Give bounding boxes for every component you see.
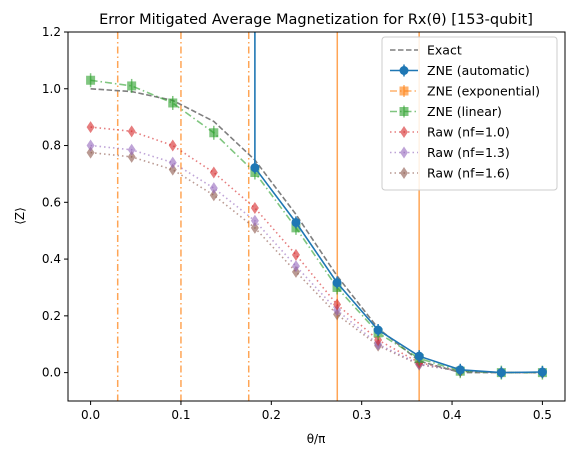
raw-series-line <box>90 144 543 374</box>
legend-label: ZNE (exponential) <box>427 84 540 99</box>
legend-marker <box>400 167 408 179</box>
x-tick-label: 0.4 <box>442 408 461 422</box>
raw-data-point <box>86 139 95 152</box>
x-tick-label: 0.0 <box>81 408 100 422</box>
automatic-data-point <box>291 217 301 227</box>
legend-label: ZNE (linear) <box>427 104 502 119</box>
y-tick-label: 0.4 <box>42 252 61 266</box>
legend: Exact ZNE (automatic) ZNE (exponential) ZNE… <box>381 36 558 191</box>
x-tick-label: 0.5 <box>533 408 552 422</box>
linear-data-point <box>168 98 178 108</box>
legend-box <box>381 36 558 191</box>
automatic-data-point <box>250 163 260 173</box>
x-tick-label: 0.2 <box>262 408 281 422</box>
raw-data-point <box>168 156 177 169</box>
raw-data-point <box>250 214 259 227</box>
plot-clipped-group <box>86 32 547 401</box>
raw-data-point <box>86 146 95 159</box>
legend-marker <box>399 66 409 75</box>
y-tick-label: 0.2 <box>42 309 61 323</box>
automatic-data-point <box>496 368 506 378</box>
linear-data-point <box>127 81 137 91</box>
raw-data-point <box>209 166 218 179</box>
raw-data-point <box>127 125 136 138</box>
raw-data-point <box>291 260 300 273</box>
raw-series-line <box>90 151 543 374</box>
automatic-data-point <box>414 351 424 361</box>
legend-label: Raw (nf=1.0) <box>427 125 510 140</box>
linear-data-point <box>209 128 219 138</box>
exact-series-line <box>90 88 543 374</box>
legend-marker <box>400 126 408 138</box>
linear-series-line <box>90 79 543 374</box>
automatic-data-point <box>455 365 465 375</box>
raw-data-point <box>168 139 177 152</box>
raw-data-point <box>209 189 218 202</box>
y-tick-label: 1.2 <box>42 25 61 39</box>
raw-data-point <box>209 182 218 195</box>
raw-data-point <box>250 221 259 234</box>
raw-data-point <box>168 163 177 176</box>
y-tick-label: 1.0 <box>42 82 61 96</box>
raw-data-point <box>333 298 342 311</box>
y-tick-label: 0.6 <box>42 195 61 209</box>
y-axis-label: ⟨Z⟩ <box>13 207 27 225</box>
raw-data-point <box>127 143 136 156</box>
y-tick-label: 0.8 <box>42 139 61 153</box>
legend-marker <box>399 107 409 116</box>
chart-title: Error Mitigated Average Magnetization fo… <box>99 12 533 28</box>
linear-data-point <box>86 75 96 85</box>
automatic-data-point <box>332 278 342 288</box>
automatic-series-line <box>254 167 543 374</box>
legend-label: Exact <box>427 43 462 58</box>
x-tick-label: 0.1 <box>171 408 190 422</box>
raw-data-point <box>291 248 300 261</box>
raw-data-point <box>127 150 136 163</box>
raw-data-point <box>86 121 95 134</box>
automatic-data-point <box>537 367 547 377</box>
axis-ticks: 0.0 0.1 0.2 0.3 0.4 0.5 0.0 0.2 0.4 0.6 0.8 1.0 1.2 <box>42 25 552 422</box>
axes-frame <box>67 31 566 402</box>
x-axis-label: θ/π <box>307 432 326 446</box>
legend-label: Raw (nf=1.6) <box>427 166 510 181</box>
legend-label: ZNE (automatic) <box>427 63 530 78</box>
automatic-data-point <box>373 325 383 335</box>
raw-data-point <box>250 201 259 214</box>
plot-area <box>86 32 547 401</box>
legend-label: Raw (nf=1.3) <box>427 145 510 160</box>
legend-marker <box>400 146 408 159</box>
x-tick-label: 0.3 <box>352 408 371 422</box>
legend-marker <box>399 86 409 96</box>
y-tick-label: 0.0 <box>42 366 61 380</box>
